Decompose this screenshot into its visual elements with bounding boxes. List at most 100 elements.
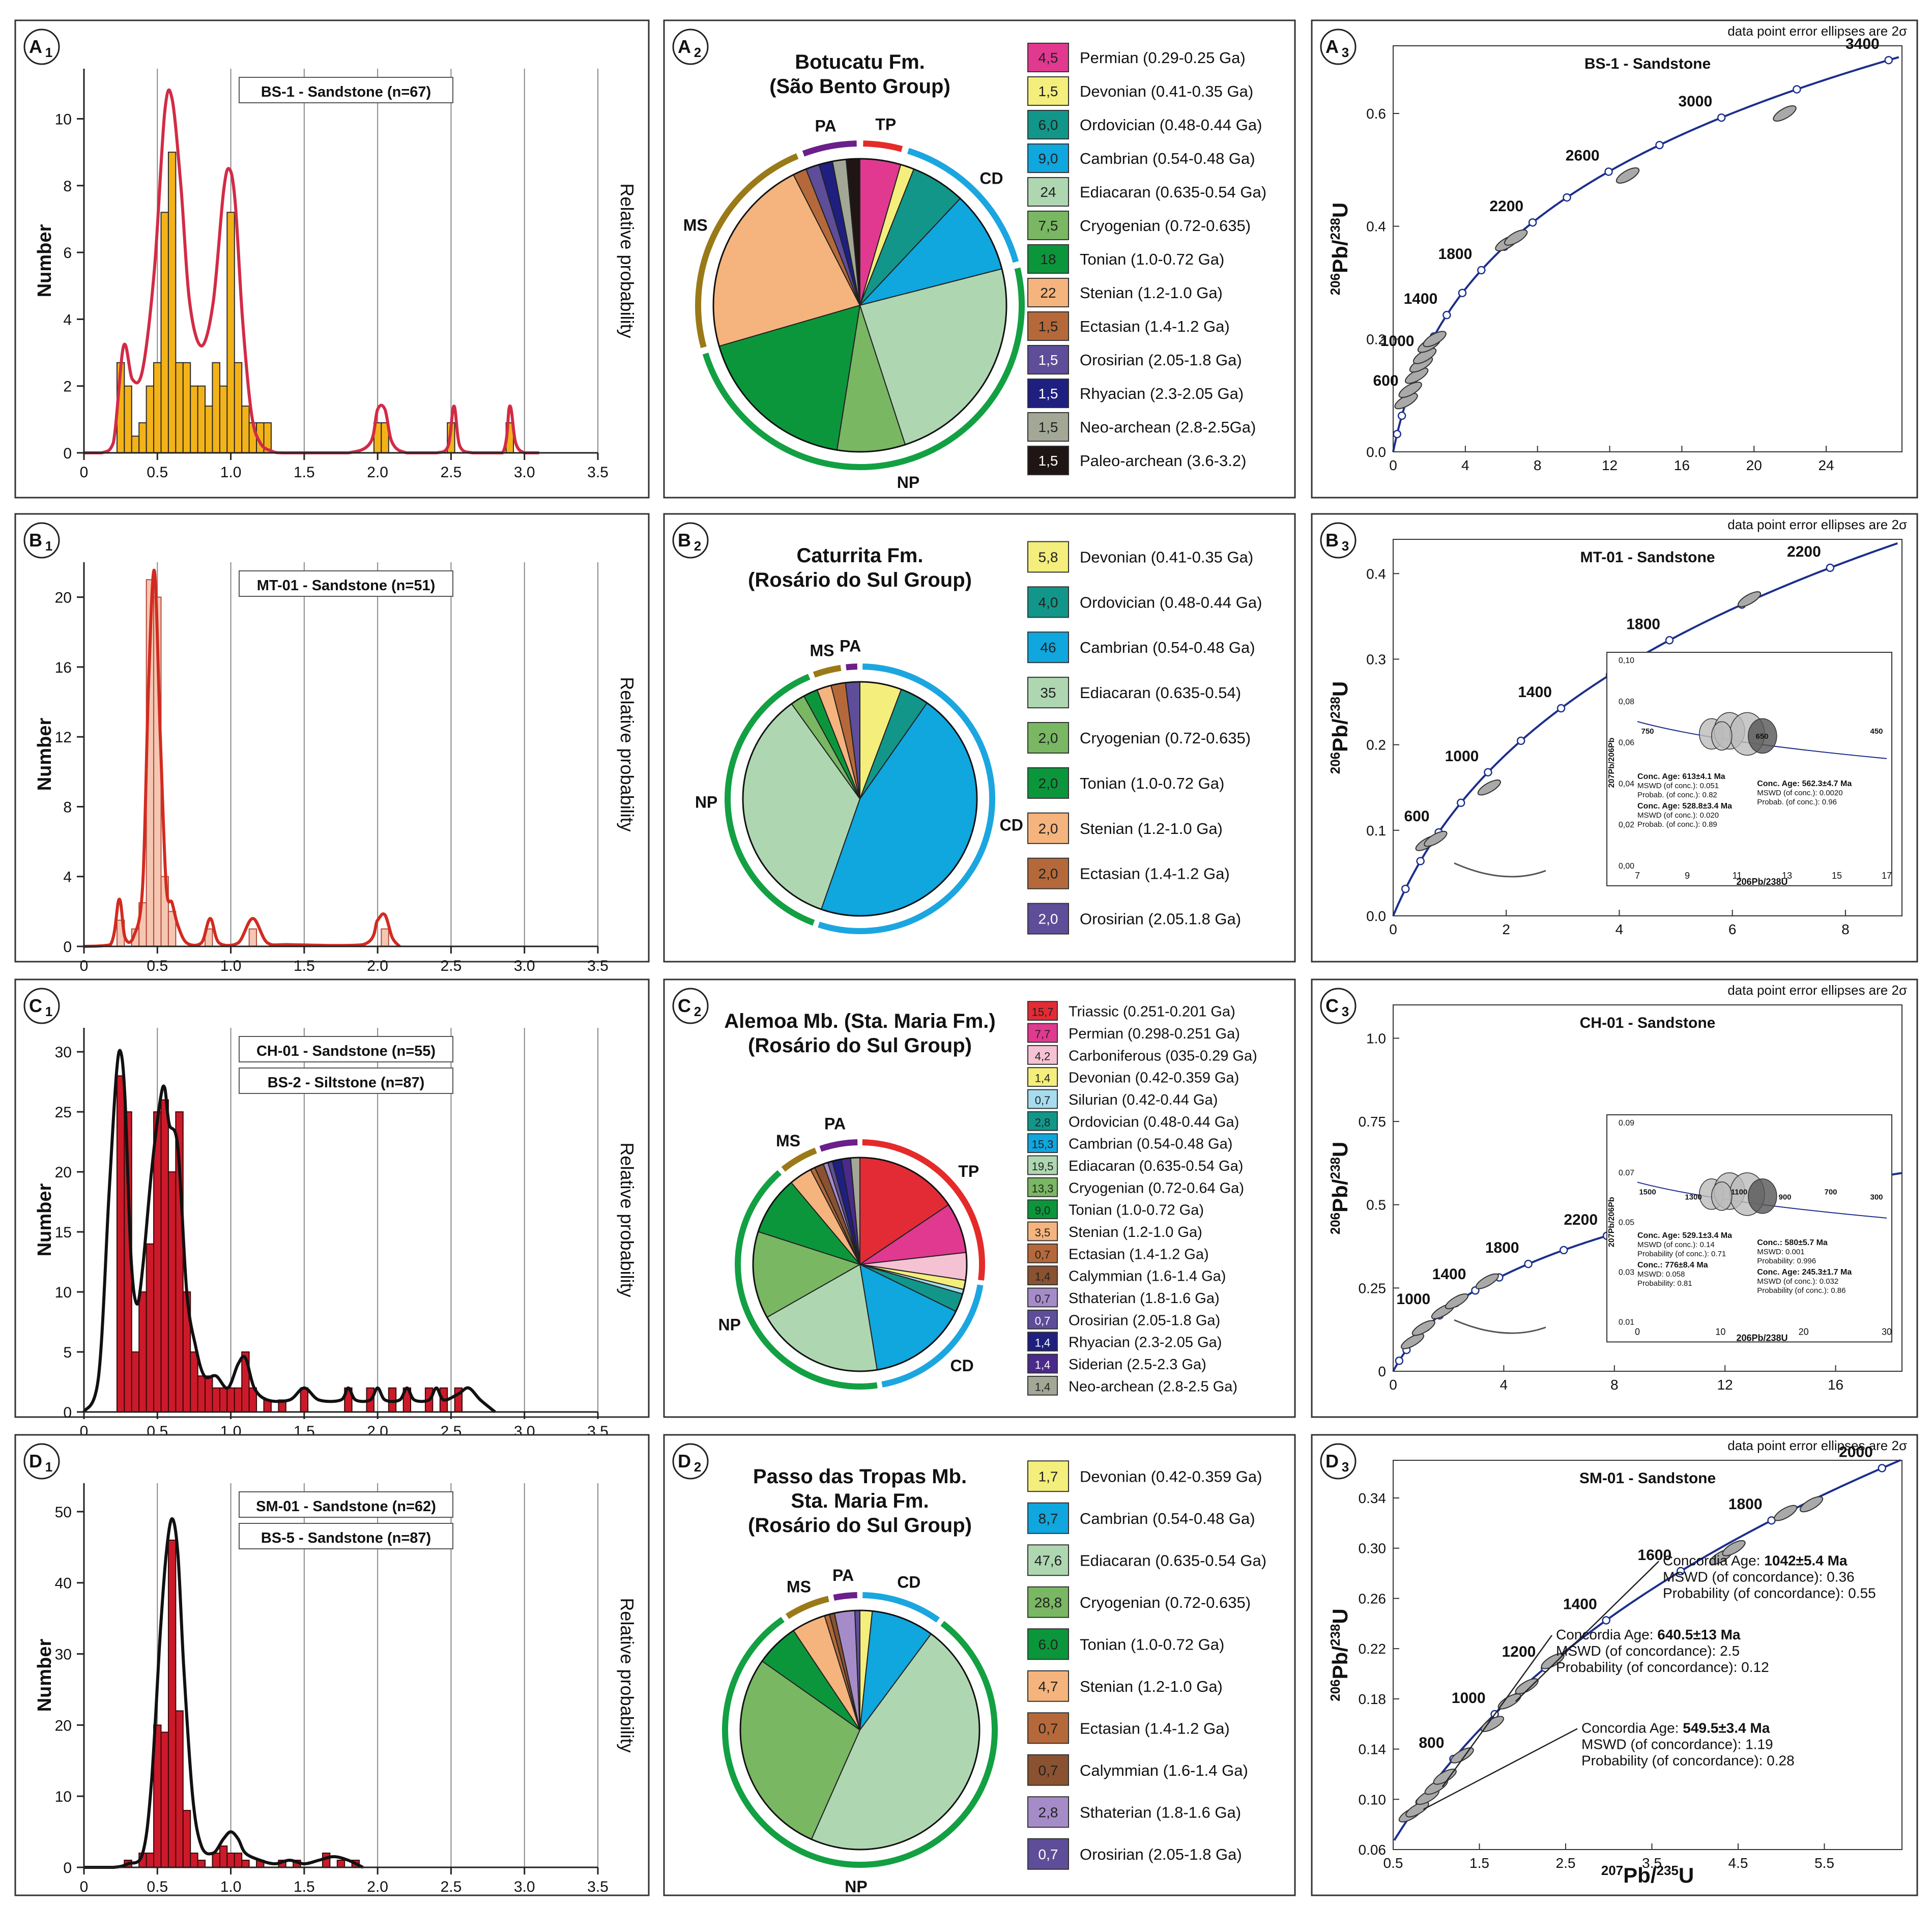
histogram-bar [175,1710,184,1868]
y-axis-label-part: U [1328,203,1352,218]
x-tick-label: 4 [1461,457,1469,473]
annotation-line: MSWD (of concordance): 2.5 [1556,1643,1740,1659]
y-axis-label: Number [34,718,55,791]
legend-value: 1,4 [1035,1271,1051,1283]
group-arc [881,1284,984,1388]
histogram-bar [336,1860,345,1868]
group-arc-label: CD [1000,816,1023,834]
panel-label-index: 2 [694,45,701,60]
inset-age-label: 450 [1870,727,1883,736]
y-axis-label-part: 206 [1328,273,1343,295]
legend-label: Paleo-archean (3.6-3.2) [1080,452,1246,470]
legend-label: Devonian (0.41-0.35 Ga) [1080,82,1253,100]
inset-age-label: 300 [1870,1193,1883,1201]
y-axis-label: Number [34,1639,55,1712]
legend-label: Ediacaran (0.635-0.54 Ga) [1080,1551,1266,1569]
age-label: 1200 [1502,1643,1536,1660]
error-ellipse-note: data point error ellipses are 2σ [1727,1438,1907,1453]
legend-value: 1,4 [1035,1359,1051,1371]
group-arc [802,140,857,157]
x-tick-label: 3.5 [587,1879,609,1895]
x-axis-label: 207Pb/235U [1601,1863,1694,1887]
legend-swatch [1027,1067,1058,1087]
x-tick-label: 1.0 [220,958,242,974]
inset-annotation-line: MSWD (of conc.): 0.0020 [1757,789,1842,797]
panel-label: A [1325,36,1339,57]
inset-annotation-age: Conc. Age: 245.3±1.7 Ma [1757,1268,1852,1277]
y-tick-label: 8 [63,799,72,816]
x-tick-label: 12 [1717,1377,1733,1393]
inset-age-label: 1100 [1731,1188,1748,1196]
age-label: 2200 [1787,543,1821,560]
x-tick-label: 3.5 [587,464,609,481]
y-axis-label-part: U [1328,681,1352,697]
sample-title: SM-01 - Sandstone [1579,1470,1716,1487]
age-marker [1559,1246,1568,1255]
legend-value: 1,7 [1039,1468,1058,1484]
legend-label: Tonian (1.0-0.72 Ga) [1069,1202,1204,1219]
legend-swatch [1027,1111,1058,1131]
panel-label: C [1325,995,1339,1016]
group-arc-label: CD [950,1356,974,1375]
concordia-panel-C3: C 3 data point error ellipses are 2σ CH-01 … [1311,978,1918,1418]
inset-y-tick-label: 0,00 [1619,862,1634,871]
histogram-bar [138,1291,147,1412]
legend-label: Ordovician (0.48-0.44 Ga) [1080,593,1262,611]
concordia-annotation: Concordia Age: 1042±5.4 Ma [1663,1553,1848,1569]
inset-ellipse [1748,718,1777,754]
histogram-bar [241,406,250,454]
inset-annotation-age: Conc.: 776±8.4 Ma [1637,1261,1708,1269]
probability-curve [82,1049,496,1413]
right-axis-label: Relative probability [617,183,638,338]
concordia-panel-D3: D 3 data point error ellipses are 2σ SM-01 … [1311,1434,1918,1896]
x-tick-label: 8 [1534,457,1542,473]
group-arc-label: TP [875,116,896,134]
inset-annotation-age: Conc. Age: 613±4.1 Ma [1637,772,1725,781]
legend-label: Orosirian (2.05-1.8 Ga) [1080,351,1242,369]
y-axis-label-part: Pb/ [1328,240,1352,273]
x-tick-label: 1.0 [220,1879,242,1895]
legend-value: 0,7 [1035,1314,1051,1327]
legend-value: 4,5 [1039,50,1058,66]
age-label: 1800 [1626,616,1660,632]
legend-value: 9,0 [1039,151,1058,166]
inset-age-label: 1300 [1685,1193,1702,1201]
right-axis-label: Relative probability [617,677,638,831]
annotation-line: MSWD (of concordance): 0.36 [1663,1569,1855,1585]
group-arc [862,1139,985,1281]
legend-swatch [1027,677,1069,709]
legend-label: Cambrian (0.54-0.48 Ga) [1080,639,1255,656]
legend-swatch [1027,1243,1058,1263]
inset-annotation-line: MSWD (of conc.): 0.051 [1637,782,1719,790]
legend-box [239,77,453,103]
panel-label-index: 1 [45,1004,52,1019]
legend-label: Devonian (0.42-0.359 Ga) [1069,1070,1239,1086]
y-tick-label: 0.2 [1366,737,1386,753]
x-tick-label: 20 [1746,457,1762,473]
y-axis-label-part: Pb/ [1328,1179,1352,1213]
age-marker [1665,636,1674,645]
inset-annotation-age: Conc.: 580±5.7 Ma [1757,1238,1828,1247]
legend-label: Cryogenian (0.72-0.635) [1080,1594,1251,1611]
inset-frame [1606,652,1892,886]
legend-label: Ediacaran (0.635-0.54) [1080,684,1241,702]
panel-label-circle [23,28,60,65]
group-arc [722,1617,998,1868]
age-marker [1401,884,1410,893]
legend-swatch [1027,244,1069,274]
pie-title: Caturrita Fm. [797,544,924,567]
group-arc-label: PA [840,637,861,655]
age-marker [1528,218,1537,227]
age-marker [1458,288,1467,298]
pie-panel-A2: A 2 Botucatu Fm.(São Bento Group) 4,5 Permia… [663,19,1296,499]
y-tick-label: 10 [55,1788,72,1805]
histogram-bar [116,1075,125,1412]
age-marker [1563,193,1571,202]
legend-label: Stenian (1.2-1.0 Ga) [1080,284,1223,302]
error-ellipse [1477,780,1501,796]
legend-value: 2,8 [1039,1804,1058,1820]
sample-title: CH-01 - Sandstone [1580,1015,1716,1031]
error-ellipse [1773,105,1797,122]
